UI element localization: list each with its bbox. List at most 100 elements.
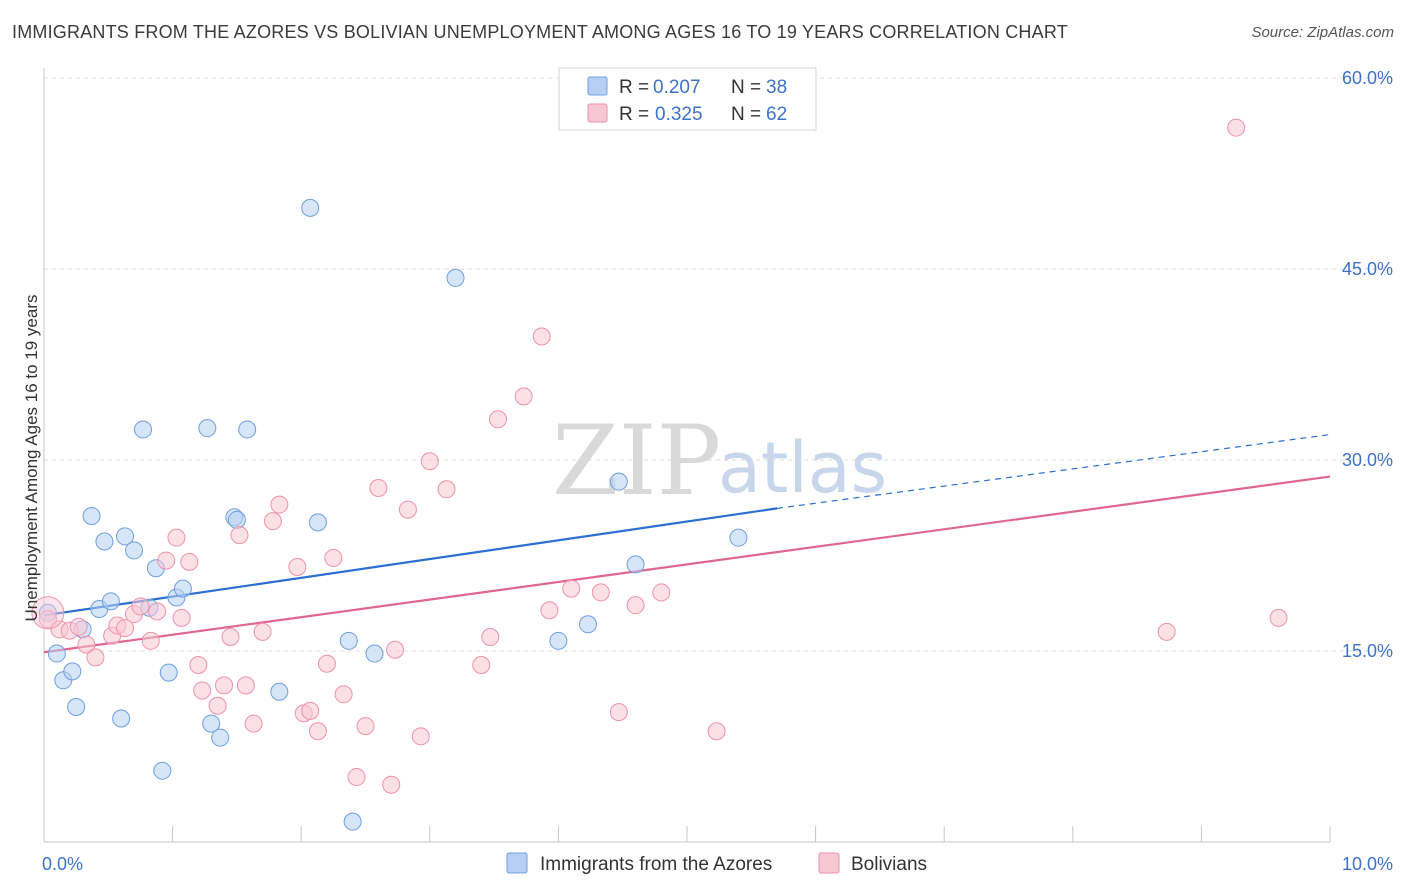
point-bolivians <box>356 717 375 736</box>
point-azores <box>308 513 327 532</box>
point-bolivians <box>308 722 327 741</box>
point-azores <box>578 615 597 634</box>
point-azores <box>101 592 120 611</box>
point-bolivians <box>172 608 191 627</box>
point-bolivians <box>167 528 186 547</box>
point-bolivians <box>398 500 417 519</box>
bottom-legend-swatch-bolivians <box>818 852 840 874</box>
point-bolivians <box>263 512 282 531</box>
point-bolivians <box>437 480 456 499</box>
point-bolivians <box>481 627 500 646</box>
point-azores <box>116 527 135 546</box>
point-azores <box>67 698 86 717</box>
grid-lines <box>44 77 1392 652</box>
point-azores <box>159 663 178 682</box>
point-bolivians <box>253 622 272 641</box>
point-bolivians <box>609 703 628 722</box>
bottom-legend-label-azores: Immigrants from the Azores <box>540 854 772 875</box>
point-bolivians <box>411 727 430 746</box>
point-azores <box>343 812 362 831</box>
legend-n-label-azores: N = <box>731 77 761 98</box>
point-azores <box>153 761 172 780</box>
watermark-atlas: atlas <box>718 427 887 509</box>
point-azores <box>729 528 748 547</box>
point-cluster-bolivians <box>31 596 65 630</box>
point-azores <box>63 662 82 681</box>
trend-line-azores <box>43 507 778 617</box>
trend-line-bolivians <box>43 475 1331 654</box>
point-bolivians <box>148 602 167 621</box>
point-bolivians <box>244 714 263 733</box>
legend-r-label-azores: R = <box>619 77 649 98</box>
point-bolivians <box>317 654 336 673</box>
y-axis-title: Unemployment Among Ages 16 to 19 years <box>22 295 41 622</box>
trend-line-extension-azores <box>776 433 1331 509</box>
legend-n-value-azores: 38 <box>766 77 787 98</box>
point-bolivians <box>193 681 212 700</box>
point-azores <box>112 709 131 728</box>
point-bolivians <box>626 596 645 615</box>
legend-r-value-bolivians: 0.325 <box>655 104 703 125</box>
x-tick-label: 0.0% <box>42 854 83 874</box>
point-bolivians <box>324 549 343 568</box>
point-bolivians <box>230 526 249 545</box>
point-bolivians <box>157 551 176 570</box>
watermark: ZIP atlas <box>552 405 887 517</box>
point-bolivians <box>1157 622 1176 641</box>
watermark-zip: ZIP <box>552 405 721 517</box>
point-azores <box>82 507 101 526</box>
legend-swatch-bolivians <box>587 103 608 123</box>
point-bolivians <box>270 495 289 514</box>
point-bolivians <box>532 327 551 346</box>
point-bolivians <box>514 387 533 406</box>
chart-title: IMMIGRANTS FROM THE AZORES VS BOLIVIAN U… <box>12 22 1068 42</box>
point-azores <box>549 631 568 650</box>
point-bolivians <box>86 648 105 667</box>
point-bolivians <box>347 768 366 787</box>
point-azores <box>198 419 217 438</box>
legend-n-label-bolivians: N = <box>731 104 761 125</box>
trend-lines <box>43 433 1331 654</box>
point-bolivians <box>221 627 240 646</box>
point-azores <box>609 472 628 491</box>
point-bolivians <box>69 617 88 636</box>
bottom-legend-swatch-azores <box>506 852 528 874</box>
legend-r-value-azores: 0.207 <box>653 77 701 98</box>
point-bolivians <box>420 452 439 471</box>
data-points <box>31 118 1288 831</box>
point-bolivians <box>382 775 401 794</box>
y-tick-label: 60.0% <box>1342 68 1393 88</box>
point-bolivians <box>1227 118 1246 137</box>
point-bolivians <box>180 552 199 571</box>
axes <box>43 68 1331 843</box>
top-legend: R = 0.207 N = 38 R = 0.325 N = 62 <box>558 67 817 131</box>
point-azores <box>173 579 192 598</box>
point-azores <box>47 644 66 663</box>
legend-r-label-bolivians: R = <box>619 104 649 125</box>
point-bolivians <box>77 635 96 654</box>
y-tick-label: 30.0% <box>1342 450 1393 470</box>
legend-swatch-azores <box>587 76 608 96</box>
point-azores <box>446 268 465 287</box>
point-bolivians <box>301 701 320 720</box>
point-bolivians <box>369 479 388 498</box>
point-bolivians <box>562 579 581 598</box>
point-bolivians <box>472 656 491 675</box>
point-bolivians <box>652 583 671 602</box>
point-bolivians <box>215 676 234 695</box>
point-azores <box>270 682 289 701</box>
x-tick-label: 10.0% <box>1342 854 1393 874</box>
point-bolivians <box>38 610 57 629</box>
point-bolivians <box>189 656 208 675</box>
point-bolivians <box>116 619 135 638</box>
point-azores <box>134 420 153 439</box>
point-azores <box>202 714 221 733</box>
point-azores <box>626 555 645 574</box>
point-bolivians <box>488 410 507 429</box>
point-bolivians <box>236 676 255 695</box>
point-bolivians <box>208 696 227 715</box>
point-bolivians <box>288 557 307 576</box>
chart-source: Source: ZipAtlas.com <box>1251 24 1394 41</box>
point-bolivians <box>591 583 610 602</box>
